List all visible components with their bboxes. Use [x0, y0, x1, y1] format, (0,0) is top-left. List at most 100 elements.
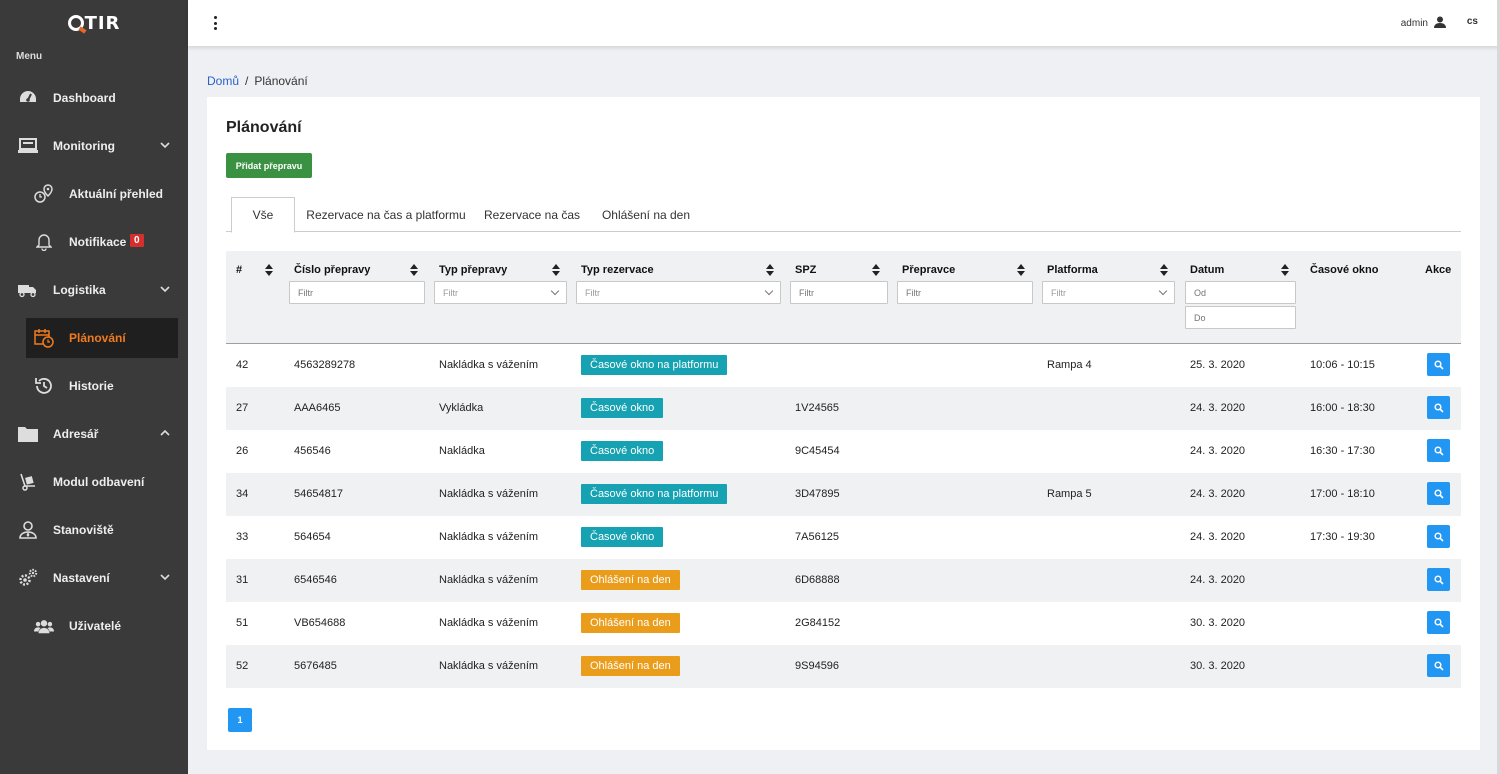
view-detail-button[interactable]: [1427, 611, 1450, 634]
filter-carrier-input[interactable]: [897, 281, 1033, 304]
cell-date: 30. 3. 2020: [1190, 617, 1246, 629]
cell-date: 24. 3. 2020: [1190, 445, 1246, 457]
sidebar-item-label: Nastavení: [53, 571, 110, 585]
sort-icon[interactable]: [1160, 264, 1169, 276]
reservation-badge: Ohlášení na den: [581, 656, 680, 676]
reservation-badge: Ohlášení na den: [581, 570, 680, 590]
cell-spz: 3D47895: [795, 488, 840, 500]
cell-type: Nakládka s vážením: [439, 617, 539, 629]
view-detail-button[interactable]: [1427, 353, 1450, 376]
filter-reservation-select[interactable]: Filtr: [576, 281, 781, 304]
view-detail-button[interactable]: [1427, 654, 1450, 677]
sidebar-item-label: Adresář: [53, 427, 99, 441]
chevron-up-icon: [160, 427, 170, 441]
filter-date-from-input[interactable]: [1185, 281, 1296, 304]
tab-vse[interactable]: Vše: [231, 197, 295, 233]
cell-id: 31: [236, 574, 249, 586]
sort-icon[interactable]: [872, 264, 881, 276]
reservation-badge: Ohlášení na den: [581, 613, 680, 633]
tab-ohlaseni-den[interactable]: Ohlášení na den: [601, 207, 691, 222]
cell-id: 52: [236, 660, 249, 672]
cell-date: 24. 3. 2020: [1190, 488, 1246, 500]
topbar: admin cs: [188, 0, 1500, 46]
sort-icon[interactable]: [1281, 264, 1290, 276]
search-icon: [1433, 660, 1444, 671]
view-detail-button[interactable]: [1427, 482, 1450, 505]
filter-spz-input[interactable]: [790, 281, 888, 304]
cell-type: Nakládka: [439, 445, 485, 457]
sort-icon[interactable]: [766, 264, 775, 276]
filter-number-input[interactable]: [289, 281, 425, 304]
sidebar-item-label: Modul odbavení: [53, 475, 145, 489]
sidebar-item-modul-odbaveni[interactable]: Modul odbavení: [0, 462, 188, 502]
sidebar-item-notifikace[interactable]: Notifikace 0: [0, 222, 188, 262]
sort-icon[interactable]: [410, 264, 419, 276]
user-icon: [1434, 16, 1446, 31]
cell-window: 16:30 - 17:30: [1310, 445, 1375, 457]
breadcrumb-home-link[interactable]: Domů: [207, 74, 240, 88]
reservation-badge: Časové okno: [581, 398, 664, 418]
planning-card: Plánování Přidat přepravu Vše Rezervace …: [207, 97, 1480, 750]
cell-type: Nakládka s vážením: [439, 574, 539, 586]
sort-icon[interactable]: [552, 264, 561, 276]
cell-date: 24. 3. 2020: [1190, 531, 1246, 543]
cell-date: 24. 3. 2020: [1190, 402, 1246, 414]
cell-spz: 6D68888: [795, 574, 840, 586]
folder-icon: [18, 424, 38, 444]
sidebar-item-dashboard[interactable]: Dashboard: [0, 78, 188, 118]
sidebar-item-nastaveni[interactable]: Nastavení: [0, 558, 188, 598]
cell-type: Vykládka: [439, 402, 484, 414]
add-transport-button[interactable]: Přidat přepravu: [226, 153, 312, 178]
sidebar-item-adresar[interactable]: Adresář: [0, 414, 188, 454]
kebab-menu-icon[interactable]: [214, 16, 218, 30]
cell-number: VB654688: [294, 617, 346, 629]
sidebar-item-planovani[interactable]: Plánování: [26, 318, 178, 358]
sidebar-item-uzivatele[interactable]: Uživatelé: [0, 606, 188, 646]
filter-platform-select[interactable]: Filtr: [1042, 281, 1175, 304]
logo[interactable]: TIR: [0, 0, 188, 46]
cell-window: 16:00 - 18:30: [1310, 402, 1375, 414]
language-switch[interactable]: cs: [1466, 16, 1478, 27]
cell-date: 25. 3. 2020: [1190, 359, 1246, 371]
filter-type-select[interactable]: Filtr: [434, 281, 567, 304]
sidebar-item-monitoring[interactable]: Monitoring: [0, 126, 188, 166]
cell-type: Nakládka s vážením: [439, 531, 539, 543]
sidebar-item-logistika[interactable]: Logistika: [0, 270, 188, 310]
tab-rezervace-cas-platforma[interactable]: Rezervace na čas a platformu: [306, 207, 466, 222]
pagination-page-button[interactable]: 1: [228, 708, 252, 732]
table-row: 27 AAA6465 Vykládka Časové okno 1V24565 …: [226, 387, 1461, 430]
sidebar-item-label: Dashboard: [53, 91, 116, 105]
view-detail-button[interactable]: [1427, 525, 1450, 548]
sort-icon[interactable]: [1017, 264, 1026, 276]
view-detail-button[interactable]: [1427, 396, 1450, 419]
chevron-down-icon: [160, 139, 170, 153]
history-icon: [34, 376, 54, 396]
username: admin: [1400, 18, 1428, 29]
cell-window: 17:00 - 18:10: [1310, 488, 1375, 500]
cell-date: 24. 3. 2020: [1190, 574, 1246, 586]
table-row: 34 54654817 Nakládka s vážením Časové ok…: [226, 473, 1461, 516]
calendar-clock-icon: [34, 328, 54, 348]
tracking-icon: [34, 184, 54, 204]
view-detail-button[interactable]: [1427, 568, 1450, 591]
window-scrollbar[interactable]: [1497, 0, 1500, 774]
sidebar-item-historie[interactable]: Historie: [0, 366, 188, 406]
sidebar: TIR Menu Dashboard Monitoring Aktuální p…: [0, 0, 188, 774]
tab-rezervace-cas[interactable]: Rezervace na čas: [483, 207, 581, 222]
reservation-badge: Časové okno: [581, 527, 664, 547]
search-icon: [1433, 402, 1444, 413]
table-row: 52 5676485 Nakládka s vážením Ohlášení n…: [226, 645, 1461, 688]
sidebar-item-label: Plánování: [69, 331, 126, 345]
sort-icon[interactable]: [265, 264, 274, 276]
breadcrumb: Domů / Plánování: [207, 74, 308, 88]
user-menu[interactable]: admin: [1401, 16, 1446, 31]
view-detail-button[interactable]: [1427, 439, 1450, 462]
column-header-spz: SPZ: [795, 264, 817, 276]
cell-number: 4563289278: [294, 359, 356, 371]
column-header-window: Časové okno: [1310, 264, 1379, 276]
filter-date-to-input[interactable]: [1185, 306, 1296, 329]
table-row: 51 VB654688 Nakládka s vážením Ohlášení …: [226, 602, 1461, 645]
sidebar-item-aktualni-prehled[interactable]: Aktuální přehled: [0, 174, 188, 214]
sidebar-item-stanoviste[interactable]: Stanoviště: [0, 510, 188, 550]
cell-platform: Rampa 4: [1047, 359, 1092, 371]
